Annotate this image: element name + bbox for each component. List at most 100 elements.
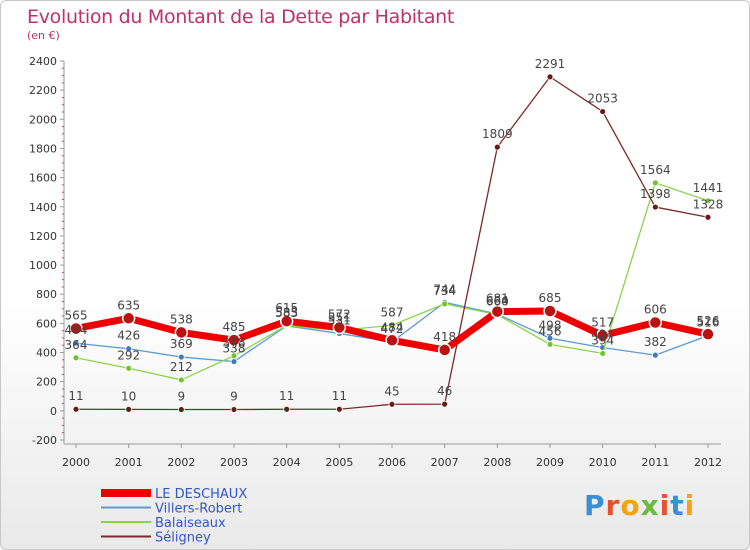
y-tick-label: 400	[36, 347, 57, 360]
data-point	[283, 405, 291, 413]
data-label: 526	[697, 314, 720, 328]
legend-label: Villers-Robert	[155, 502, 242, 517]
data-label: 587	[381, 305, 404, 319]
data-label: 378	[223, 336, 246, 350]
data-label: 434	[591, 328, 614, 342]
data-label: 516	[697, 316, 720, 330]
x-tick-label: 2004	[273, 456, 301, 469]
data-point	[701, 327, 715, 341]
proxiti-logo: Proxiti	[584, 489, 695, 522]
data-point	[72, 405, 80, 413]
x-tick-label: 2002	[167, 456, 195, 469]
y-tick-label: 1600	[29, 172, 57, 185]
data-point	[704, 213, 712, 221]
data-label: 456	[539, 324, 562, 338]
data-label: 1441	[693, 181, 724, 195]
data-point	[177, 406, 185, 413]
data-label: 538	[170, 312, 193, 326]
data-point	[227, 333, 241, 347]
y-tick-label: 800	[36, 288, 57, 301]
data-label: 426	[117, 329, 140, 343]
x-tick-label: 2010	[589, 456, 617, 469]
data-point	[230, 406, 238, 413]
data-point	[599, 350, 607, 357]
data-label: 606	[644, 303, 667, 317]
data-point	[388, 400, 396, 408]
y-tick-label: 1800	[29, 142, 57, 155]
data-point	[704, 197, 712, 205]
y-tick-label: 2200	[29, 84, 57, 97]
data-point	[72, 339, 80, 347]
data-point	[125, 405, 133, 413]
data-point	[437, 343, 452, 357]
data-label: 485	[223, 320, 246, 334]
data-point	[651, 203, 659, 211]
data-label: 2053	[587, 92, 618, 106]
y-tick-label: 600	[36, 317, 57, 330]
data-label: 565	[65, 308, 88, 322]
data-point	[651, 179, 659, 187]
data-label: 531	[328, 313, 351, 327]
data-label: 498	[539, 318, 562, 332]
data-point	[230, 352, 238, 360]
data-label: 11	[68, 389, 83, 403]
data-label: 615	[275, 301, 298, 315]
data-label: 572	[328, 307, 351, 321]
data-label: 394	[591, 333, 614, 347]
y-tick-label: -200	[32, 434, 57, 447]
logo-letter: o	[620, 489, 641, 522]
data-label: 292	[117, 348, 140, 362]
y-tick-label: 2400	[29, 55, 57, 68]
data-label: 364	[65, 338, 88, 352]
data-label: 369	[170, 337, 193, 351]
x-tick-label: 2009	[536, 456, 564, 469]
data-point	[493, 143, 501, 151]
data-label: 744	[433, 282, 456, 296]
data-point	[177, 353, 185, 361]
y-tick-label: 200	[36, 376, 57, 389]
x-tick-label: 2008	[483, 456, 511, 469]
x-tick-label: 2005	[325, 456, 353, 469]
data-point	[648, 315, 663, 330]
chart-title: Evolution du Montant de la Dette par Hab…	[27, 6, 455, 28]
y-tick-label: 1200	[29, 230, 57, 243]
data-label: 9	[230, 390, 238, 404]
data-label: 585	[275, 306, 298, 320]
logo-letter: t	[670, 489, 685, 522]
data-label: 45	[384, 384, 399, 398]
data-label: 1328	[693, 197, 724, 211]
data-label: 472	[381, 322, 404, 336]
data-point	[177, 376, 185, 384]
data-label: 382	[644, 335, 667, 349]
data-point	[335, 405, 343, 413]
data-point	[546, 73, 554, 81]
data-label: 338	[223, 342, 246, 356]
data-label: 1398	[640, 187, 671, 201]
data-label: 635	[117, 298, 140, 312]
data-point	[441, 300, 449, 308]
data-point	[546, 340, 554, 348]
data-point	[121, 311, 136, 326]
data-label: 11	[279, 389, 294, 403]
chart-unit-label: (en €)	[27, 29, 60, 42]
data-label: 1564	[640, 163, 671, 177]
data-label: 46	[437, 384, 452, 398]
x-tick-label: 2006	[378, 456, 406, 469]
y-tick-label: 0	[50, 405, 57, 418]
data-point	[332, 320, 347, 335]
data-label: 517	[591, 315, 614, 329]
data-point	[385, 333, 399, 348]
legend-label: LE DESCHAUX	[155, 487, 247, 502]
y-tick-label: 2000	[29, 113, 57, 126]
data-point	[69, 321, 83, 336]
data-label: 685	[539, 291, 562, 305]
data-label: 734	[433, 284, 456, 298]
data-label: 664	[486, 294, 509, 308]
data-point	[441, 400, 449, 408]
data-label: 464	[65, 323, 88, 337]
x-tick-label: 2001	[115, 456, 143, 469]
logo-letter: i	[659, 489, 671, 522]
legend-label: Séligney	[155, 531, 211, 546]
data-point	[651, 351, 659, 359]
